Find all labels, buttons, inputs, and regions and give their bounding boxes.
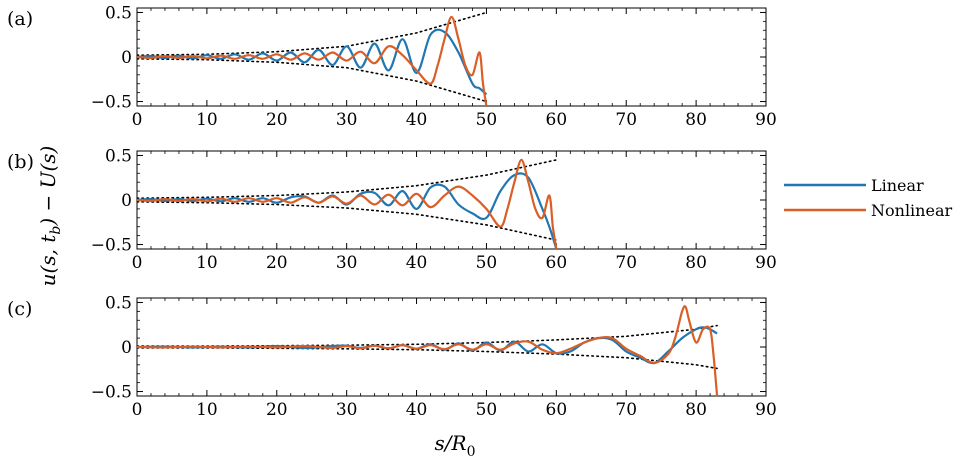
x-tick-label: 0 <box>132 400 143 420</box>
panel-b: 0 10 20 30 40 50 60 70 80 900.50−0.5(b) <box>7 146 777 273</box>
x-tick-label: 0 <box>132 110 143 130</box>
x-tick-label: 30 <box>336 400 358 420</box>
envelope-lower <box>137 201 558 241</box>
x-tick-label: 50 <box>476 110 498 130</box>
x-tick-label: 40 <box>406 110 428 130</box>
x-tick-label: 50 <box>476 253 498 273</box>
plot-area <box>137 158 558 249</box>
series-line-nonlinear <box>137 158 558 249</box>
y-tick-label: 0 <box>121 48 132 68</box>
x-tick-label: 30 <box>336 110 358 130</box>
x-axis-label: s/R0 <box>435 431 476 460</box>
panel-label: (a) <box>7 8 33 30</box>
x-tick-label: 90 <box>755 253 777 273</box>
envelope-upper <box>137 11 488 57</box>
axes-frame <box>136 7 767 107</box>
x-tick-label: 80 <box>685 400 707 420</box>
y-tick-label: −0.5 <box>91 236 132 256</box>
envelope-lower <box>137 57 488 103</box>
series-line-nonlinear <box>137 305 719 396</box>
y-tick-label: 0 <box>121 191 132 211</box>
panel-label: (c) <box>7 298 32 320</box>
axes-frame <box>136 150 767 250</box>
panel-c: 0 10 20 30 40 50 60 70 80 900.50−0.5(c) <box>7 293 777 420</box>
x-tick-label: 30 <box>336 253 358 273</box>
x-tick-label: 20 <box>266 110 288 130</box>
legend-label-linear: Linear <box>871 176 924 195</box>
legend: Linear Nonlinear <box>784 176 952 220</box>
panel-label: (b) <box>7 151 34 173</box>
x-tick-label: 10 <box>196 110 218 130</box>
x-tick-label: 40 <box>406 400 428 420</box>
x-tick-label: 0 <box>132 253 143 273</box>
envelope-upper <box>137 159 558 199</box>
envelope-upper <box>137 324 718 347</box>
series-line-linear <box>137 28 488 96</box>
x-tick-label: 60 <box>546 253 568 273</box>
x-tick-label: 60 <box>546 400 568 420</box>
svg-text:u(s, tb) − U(s): u(s, tb) − U(s) <box>36 146 64 287</box>
y-tick-label: 0 <box>121 338 132 358</box>
x-tick-label: 70 <box>615 400 637 420</box>
y-tick-label: −0.5 <box>91 383 132 403</box>
x-tick-label: 10 <box>196 253 218 273</box>
plot-area <box>137 305 719 396</box>
y-tick-label: −0.5 <box>91 93 132 113</box>
panels-group: 0 10 20 30 40 50 60 70 80 900.50−0.5(a)0 10 20 30 40 5… <box>7 3 777 420</box>
y-tick-label: 0.5 <box>105 146 132 166</box>
x-tick-label: 10 <box>196 400 218 420</box>
x-tick-label: 90 <box>755 110 777 130</box>
y-axis-label: u(s, tb) − U(s) <box>36 146 64 287</box>
x-tick-label: 20 <box>266 253 288 273</box>
plot-area <box>137 11 488 106</box>
x-tick-label: 40 <box>406 253 428 273</box>
x-tick-label: 50 <box>476 400 498 420</box>
y-tick-label: 0.5 <box>105 3 132 23</box>
y-tick-label: 0.5 <box>105 293 132 313</box>
x-tick-label: 80 <box>685 110 707 130</box>
legend-label-nonlinear: Nonlinear <box>871 201 952 220</box>
x-tick-label: 70 <box>615 110 637 130</box>
svg-text:s/R0: s/R0 <box>435 431 476 460</box>
series-line-linear <box>137 172 558 249</box>
x-tick-label: 90 <box>755 400 777 420</box>
series-line-nonlinear <box>137 15 488 106</box>
x-tick-label: 60 <box>546 110 568 130</box>
panel-a: 0 10 20 30 40 50 60 70 80 900.50−0.5(a) <box>7 3 777 130</box>
x-tick-label: 80 <box>685 253 707 273</box>
x-tick-label: 20 <box>266 400 288 420</box>
x-tick-label: 70 <box>615 253 637 273</box>
